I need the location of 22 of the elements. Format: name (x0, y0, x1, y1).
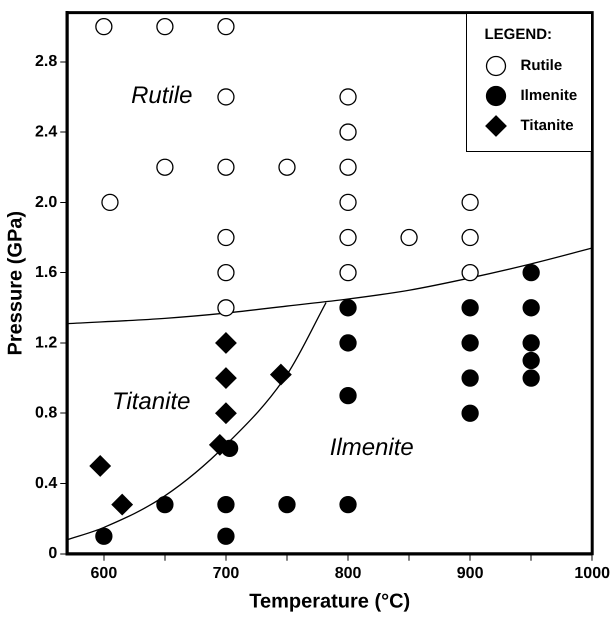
annotation: Titanite (112, 388, 190, 415)
y-tick-label: 1.2 (34, 334, 58, 352)
annotation: Rutile (131, 82, 192, 110)
legend-title: LEGEND: (484, 26, 554, 43)
legend-label: Rutile (520, 57, 562, 74)
annotation: Ilmenite (330, 434, 414, 461)
x-tick-label: 800 (334, 564, 362, 582)
x-tick-label: 600 (90, 564, 118, 582)
y-tick-label: 2.0 (34, 194, 58, 211)
y-tick-label: 2.4 (34, 123, 58, 140)
y-axis-title: Pressure (GPa) (4, 210, 27, 356)
x-tick-label: 900 (456, 564, 484, 582)
x-tick-label: 1000 (574, 564, 610, 582)
x-axis-title: Temperature (°C) (249, 590, 410, 613)
y-tick-label: 0 (48, 545, 58, 562)
y-tick-label: 2.8 (34, 53, 58, 70)
y-tick-label: 1.6 (34, 264, 58, 282)
y-tick-label: 0.8 (34, 404, 58, 422)
x-tick-label: 700 (212, 564, 240, 582)
legend-label: Ilmenite (520, 87, 578, 104)
y-tick-label: 0.4 (34, 474, 58, 492)
legend-label: Titanite (520, 117, 574, 134)
